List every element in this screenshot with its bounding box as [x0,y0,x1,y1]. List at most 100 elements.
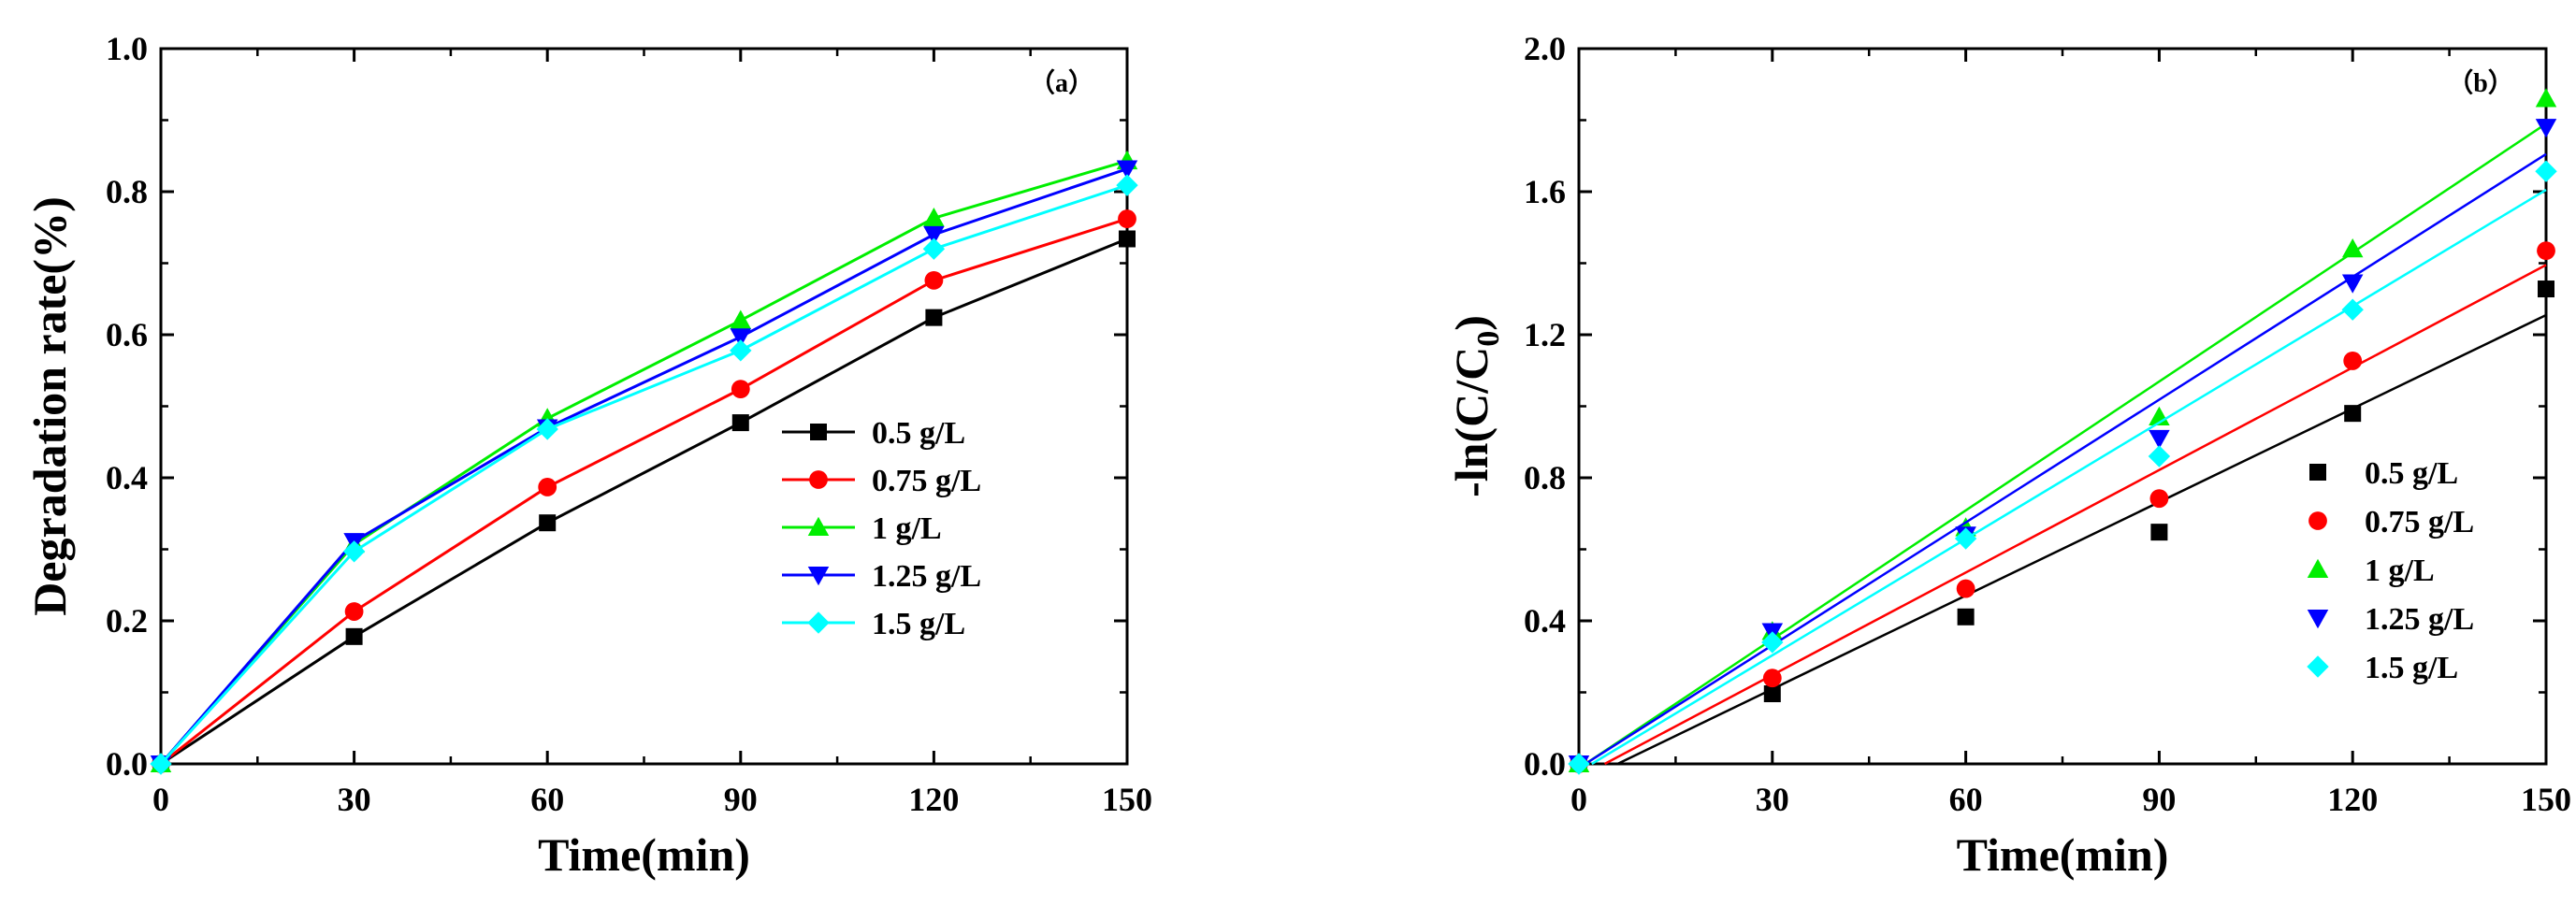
data-point [731,380,750,399]
data-point [1119,230,1136,248]
fit-line [1585,122,2547,766]
x-tick-label: 90 [2142,781,2176,818]
y-tick-label: 1.2 [1524,316,1566,353]
series-1-g-l [150,150,1138,772]
legend-marker [807,567,830,586]
legend-marker [2309,464,2326,481]
data-point [2537,241,2555,261]
legend-entry: 0.75 g/L [782,464,981,498]
legend: 0.5 g/L 0.75 g/L 1 g/L 1.25 g/L 1.5 g/L [2307,456,2474,685]
y-tick-label: 0.4 [106,459,148,496]
legend-label: 1 g/L [872,511,942,546]
series-line [160,217,1128,766]
y-tick-label: 0.6 [106,316,148,353]
data-point [730,328,752,348]
legend-label: 1.5 g/L [872,607,965,641]
data-point [2150,524,2168,541]
data-point [923,208,945,227]
legend-marker [809,470,828,489]
data-point [2344,405,2362,423]
y-tick-label: 0.4 [1524,602,1566,640]
data-point [1116,160,1138,180]
legend-label: 0.5 g/L [872,416,965,451]
data-point [923,225,945,246]
data-point [925,309,943,326]
fit-line [1603,264,2547,766]
y-axis-label-main: -ln(C/C [1445,347,1498,497]
legend-label: 1 g/L [2365,554,2435,588]
y-axis-label-close: ) [1445,315,1498,331]
x-axis-label: Time(min) [538,828,750,881]
data-point [730,309,752,329]
legend-label: 1.25 g/L [872,559,981,594]
series-0-75-g-l [1570,241,2555,773]
x-tick-label: 0 [1570,781,1587,818]
y-tick-label: 2.0 [1524,30,1566,67]
legend-entry: 1 g/L [2307,554,2435,588]
data-point [2149,429,2170,450]
legend-entry: 0.5 g/L [782,416,965,451]
legend-entry: 1 g/L [782,511,942,546]
legend-marker [807,516,830,536]
data-point [2341,237,2364,258]
series-0-5-g-l [1570,280,2554,772]
data-point [1763,685,1781,703]
y-tick-label: 0.0 [1524,745,1566,783]
data-point [538,478,557,496]
panel-label: （a） [1029,67,1094,98]
data-point [2341,274,2364,294]
data-point [730,339,752,362]
data-point [1762,669,1782,688]
legend-label: 1.5 g/L [2365,651,2458,685]
y-tick-label: 0.2 [106,602,148,640]
chart-panel-b: 0 30 60 90 120 150 0.0 0.4 0.8 1.2 1.6 2.0 Time(min)… [1445,30,2571,881]
data-point [2535,160,2557,182]
data-point [2149,489,2169,509]
data-point [150,753,172,775]
series-1-5-g-l [1568,160,2557,775]
series-1-25-g-l [150,160,1138,775]
fit-line [1591,189,2547,766]
series-line [159,159,1128,765]
data-point [2148,445,2171,467]
data-point [1118,209,1136,228]
legend-marker [2307,558,2329,578]
x-tick-label: 120 [908,781,959,818]
data-point [731,414,749,432]
data-point [344,602,364,621]
data-point [2341,298,2364,321]
legend-marker [2308,511,2327,530]
series-line [160,237,1128,766]
x-tick-label: 30 [338,781,371,818]
legend-marker [807,611,830,634]
y-tick-label: 0.8 [1524,459,1566,496]
x-tick-label: 120 [2327,781,2378,818]
series-0-5-g-l [152,230,1136,772]
y-tick-label: 1.6 [1524,173,1566,210]
y-tick-label: 0.0 [106,745,148,783]
data-point [2535,88,2557,108]
data-point [345,627,363,645]
data-point [536,418,558,440]
data-point [1761,631,1784,654]
data-point [539,514,557,532]
legend-marker [2307,610,2329,629]
fit-line [1585,152,2547,766]
data-point [1956,579,1975,598]
data-point [2343,352,2363,370]
chart-panel-a: 0 30 60 90 120 150 0.0 0.2 0.4 0.6 0.8 1.0 Time(min)… [23,30,1152,881]
data-point [924,270,944,290]
legend-entry: 1.5 g/L [782,607,965,641]
legend-entry: 1.25 g/L [782,559,981,594]
data-point [2538,280,2554,298]
legend-entry: 0.5 g/L [2309,456,2458,491]
data-point [2535,119,2557,138]
data-point [1568,753,1590,775]
legend-entry: 1.5 g/L [2307,651,2458,685]
x-tick-label: 60 [530,781,564,818]
legend: 0.5 g/L 0.75 g/L 1 g/L 1.25 g/L 1.5 g/L [782,416,981,641]
legend-label: 1.25 g/L [2365,602,2474,637]
panel-label: （b） [2447,67,2514,98]
data-point [1954,527,1977,550]
